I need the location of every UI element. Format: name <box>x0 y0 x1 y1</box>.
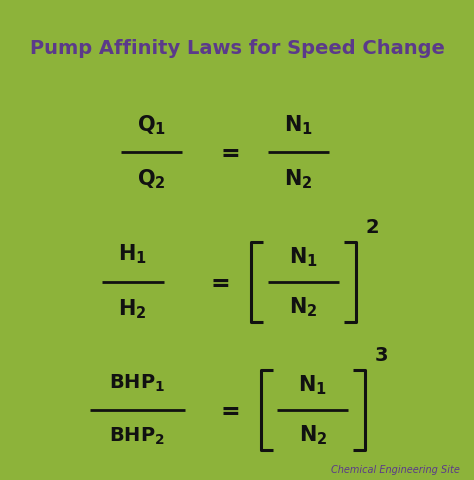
Text: $\mathbf{BHP_1}$: $\mathbf{BHP_1}$ <box>109 373 165 394</box>
Text: $\mathbf{BHP_2}$: $\mathbf{BHP_2}$ <box>109 426 165 447</box>
Text: $\mathbf{3}$: $\mathbf{3}$ <box>374 346 389 365</box>
Text: $\mathbf{=}$: $\mathbf{=}$ <box>206 270 230 294</box>
Text: $\mathbf{=}$: $\mathbf{=}$ <box>216 398 239 422</box>
Text: Pump Affinity Laws for Speed Change: Pump Affinity Laws for Speed Change <box>29 39 445 59</box>
Text: $\mathbf{2}$: $\mathbf{2}$ <box>365 218 379 237</box>
Text: $\mathbf{N_1}$: $\mathbf{N_1}$ <box>284 114 313 137</box>
Text: $\mathbf{H_1}$: $\mathbf{H_1}$ <box>118 242 147 266</box>
Text: $\mathbf{H_2}$: $\mathbf{H_2}$ <box>118 298 147 322</box>
Text: Chemical Engineering Site: Chemical Engineering Site <box>331 465 460 475</box>
Text: $\mathbf{N_2}$: $\mathbf{N_2}$ <box>299 423 327 447</box>
Text: $\mathbf{N_1}$: $\mathbf{N_1}$ <box>298 373 328 397</box>
Text: $\mathbf{N_2}$: $\mathbf{N_2}$ <box>284 168 313 191</box>
Text: $\mathbf{N_1}$: $\mathbf{N_1}$ <box>289 245 318 269</box>
Text: $\mathbf{Q_1}$: $\mathbf{Q_1}$ <box>137 114 166 137</box>
Text: $\mathbf{=}$: $\mathbf{=}$ <box>216 140 239 164</box>
Text: $\mathbf{Q_2}$: $\mathbf{Q_2}$ <box>137 168 166 191</box>
Text: $\mathbf{N_2}$: $\mathbf{N_2}$ <box>289 295 318 319</box>
